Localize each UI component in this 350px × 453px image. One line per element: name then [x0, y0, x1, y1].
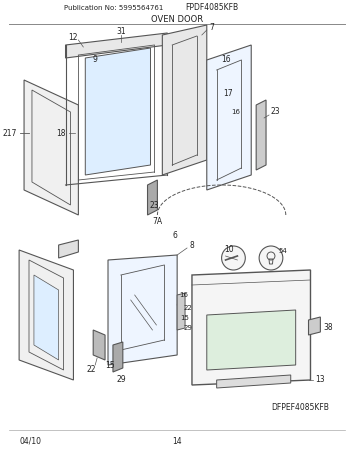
Polygon shape: [108, 255, 177, 365]
Polygon shape: [207, 45, 251, 190]
Polygon shape: [93, 330, 105, 360]
Text: 6: 6: [173, 231, 177, 240]
Text: 16: 16: [231, 109, 240, 115]
Polygon shape: [217, 375, 291, 388]
Text: 16: 16: [179, 292, 188, 298]
Polygon shape: [65, 33, 167, 58]
Polygon shape: [58, 240, 78, 258]
Text: 29: 29: [183, 325, 192, 331]
Text: 15: 15: [180, 315, 189, 321]
Text: 22: 22: [183, 305, 192, 311]
Text: 04/10: 04/10: [19, 437, 41, 445]
Text: 22: 22: [86, 366, 96, 375]
Circle shape: [222, 246, 245, 270]
Text: 8: 8: [190, 241, 194, 250]
Polygon shape: [162, 25, 207, 175]
Polygon shape: [256, 100, 266, 170]
Text: 13: 13: [315, 376, 325, 385]
Polygon shape: [308, 317, 320, 335]
Text: 217: 217: [3, 129, 17, 138]
Text: 23: 23: [149, 201, 159, 209]
Text: 7A: 7A: [152, 217, 162, 226]
Polygon shape: [34, 275, 58, 360]
Text: 54: 54: [279, 248, 288, 254]
Polygon shape: [147, 180, 158, 215]
Text: 38: 38: [323, 323, 333, 332]
Text: 7: 7: [210, 23, 215, 32]
Text: 9: 9: [93, 56, 98, 64]
Text: 10: 10: [225, 245, 234, 254]
Text: 31: 31: [116, 26, 126, 35]
Polygon shape: [192, 270, 310, 385]
Text: 15: 15: [105, 361, 115, 370]
Text: 29: 29: [116, 376, 126, 385]
Polygon shape: [24, 80, 78, 215]
Text: OVEN DOOR: OVEN DOOR: [151, 14, 203, 24]
Polygon shape: [207, 310, 296, 370]
Text: 12: 12: [69, 33, 78, 42]
Text: FPDF4085KFB: FPDF4085KFB: [185, 4, 238, 13]
Text: 14: 14: [172, 437, 182, 445]
Polygon shape: [113, 342, 123, 372]
Text: 17: 17: [224, 88, 233, 97]
Text: Publication No: 5995564761: Publication No: 5995564761: [64, 5, 163, 11]
Polygon shape: [85, 48, 150, 175]
Text: 18: 18: [56, 129, 65, 138]
Text: 23: 23: [271, 107, 281, 116]
Circle shape: [259, 246, 283, 270]
Text: DFPEF4085KFB: DFPEF4085KFB: [271, 403, 329, 411]
Text: 16: 16: [222, 56, 231, 64]
Polygon shape: [177, 293, 185, 330]
Polygon shape: [19, 250, 74, 380]
